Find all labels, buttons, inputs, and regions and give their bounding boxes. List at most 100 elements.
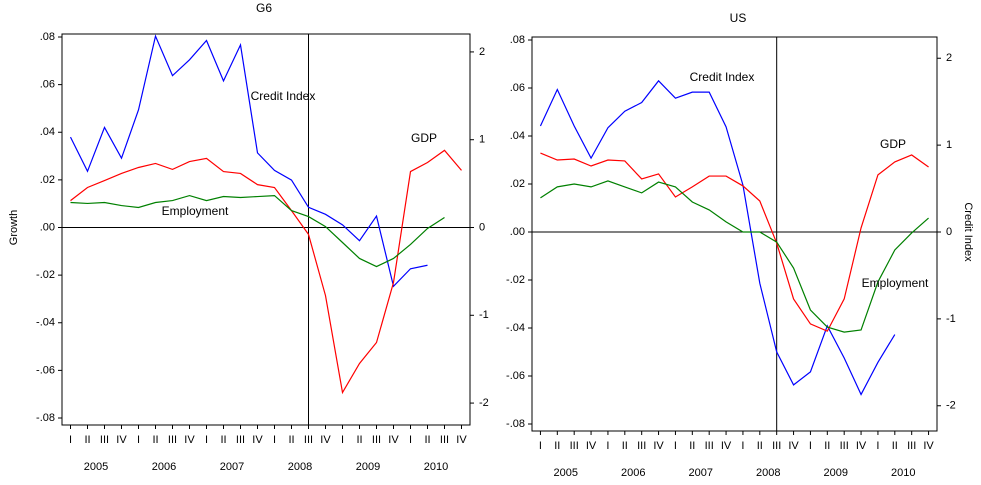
x-tick-label: IV: [388, 434, 399, 446]
x-tick-label: II: [152, 434, 158, 446]
x-tick-label: IV: [116, 434, 127, 446]
year-label: 2010: [891, 467, 915, 479]
y-tick-label: -.04: [506, 322, 525, 334]
series-line: [69, 34, 428, 288]
y2-tick-label: 2: [946, 52, 952, 64]
x-tick-label: IV: [184, 434, 195, 446]
x-tick-label: I: [273, 434, 276, 446]
x-tick-label: II: [824, 440, 830, 452]
x-tick-label: III: [772, 440, 781, 452]
x-tick-label: III: [907, 440, 916, 452]
x-tick-label: II: [622, 440, 628, 452]
x-tick-label: IV: [586, 440, 597, 452]
x-tick-label: II: [220, 434, 226, 446]
y-axis-label: Growth: [8, 210, 20, 245]
x-tick-label: II: [757, 440, 763, 452]
series-label: Employment: [862, 276, 929, 290]
y-tick-label: .04: [40, 126, 55, 138]
y2-axis-label: Credit Index: [962, 202, 974, 262]
y2-tick-label: -1: [946, 313, 956, 325]
series-line: [539, 79, 896, 396]
series-label: Credit Index: [690, 70, 755, 84]
year-label: 2005: [84, 461, 108, 473]
series-line: [70, 194, 445, 268]
y-tick-label: .06: [40, 79, 55, 91]
x-tick-label: IV: [653, 440, 664, 452]
x-tick-label: I: [137, 434, 140, 446]
year-label: 2009: [356, 461, 380, 473]
x-tick-label: III: [440, 434, 449, 446]
y-tick-label: -.08: [36, 412, 55, 424]
year-label: 2009: [824, 467, 848, 479]
x-tick-label: I: [876, 440, 879, 452]
x-tick-label: II: [288, 434, 294, 446]
x-tick-label: I: [409, 434, 412, 446]
x-tick-label: III: [705, 440, 714, 452]
year-label: 2008: [756, 467, 780, 479]
x-tick-label: IV: [923, 440, 934, 452]
series-label: Employment: [162, 204, 229, 218]
year-label: 2006: [621, 467, 645, 479]
y-tick-label: .00: [40, 221, 55, 233]
y-tick-label: .08: [40, 31, 55, 43]
series-label: GDP: [880, 137, 906, 151]
x-tick-label: I: [69, 434, 72, 446]
x-tick-label: III: [637, 440, 646, 452]
x-tick-label: I: [606, 440, 609, 452]
plot-frame: [61, 33, 471, 426]
plot-frame: [531, 36, 938, 432]
x-tick-label: I: [539, 440, 542, 452]
x-tick-label: III: [304, 434, 313, 446]
y-tick-label: .06: [510, 82, 525, 94]
x-tick-label: IV: [320, 434, 331, 446]
y2-tick-label: -2: [479, 397, 489, 409]
series-line: [540, 180, 929, 333]
x-tick-label: I: [341, 434, 344, 446]
x-tick-label: III: [570, 440, 579, 452]
y-tick-label: .04: [510, 130, 525, 142]
year-label: 2005: [554, 467, 578, 479]
year-label: 2006: [152, 461, 176, 473]
x-tick-label: III: [372, 434, 381, 446]
series-label: Credit Index: [251, 89, 316, 103]
y-tick-label: .08: [510, 34, 525, 46]
x-tick-label: I: [674, 440, 677, 452]
x-tick-label: II: [554, 440, 560, 452]
x-tick-label: I: [809, 440, 812, 452]
series-label: GDP: [411, 131, 437, 145]
y2-tick-label: 1: [479, 134, 485, 146]
y-tick-label: .02: [510, 178, 525, 190]
y2-tick-label: 1: [946, 139, 952, 151]
x-tick-label: II: [356, 434, 362, 446]
x-tick-label: II: [84, 434, 90, 446]
year-label: 2008: [288, 461, 312, 473]
y2-tick-label: -1: [479, 309, 489, 321]
x-tick-label: II: [424, 434, 430, 446]
y-tick-label: -.08: [506, 418, 525, 430]
y2-tick-label: 2: [479, 46, 485, 58]
y-tick-label: -.06: [506, 370, 525, 382]
x-tick-label: IV: [456, 434, 467, 446]
chart-title: US: [730, 11, 747, 25]
year-label: 2007: [220, 461, 244, 473]
y2-tick-label: 0: [946, 226, 952, 238]
x-tick-label: III: [100, 434, 109, 446]
y-tick-label: -.06: [36, 364, 55, 376]
y-tick-label: -.04: [36, 317, 55, 329]
x-tick-label: III: [840, 440, 849, 452]
year-label: 2010: [424, 461, 448, 473]
chart-title: G6: [256, 1, 272, 15]
y-tick-label: -.02: [36, 269, 55, 281]
x-tick-label: I: [205, 434, 208, 446]
year-label: 2007: [689, 467, 713, 479]
x-tick-label: IV: [856, 440, 867, 452]
x-tick-label: IV: [252, 434, 263, 446]
x-tick-label: II: [892, 440, 898, 452]
y2-tick-label: 0: [479, 221, 485, 233]
x-tick-label: III: [236, 434, 245, 446]
x-tick-label: IV: [788, 440, 799, 452]
y2-tick-label: -2: [946, 400, 956, 412]
x-tick-label: IV: [721, 440, 732, 452]
y-tick-label: .02: [40, 174, 55, 186]
